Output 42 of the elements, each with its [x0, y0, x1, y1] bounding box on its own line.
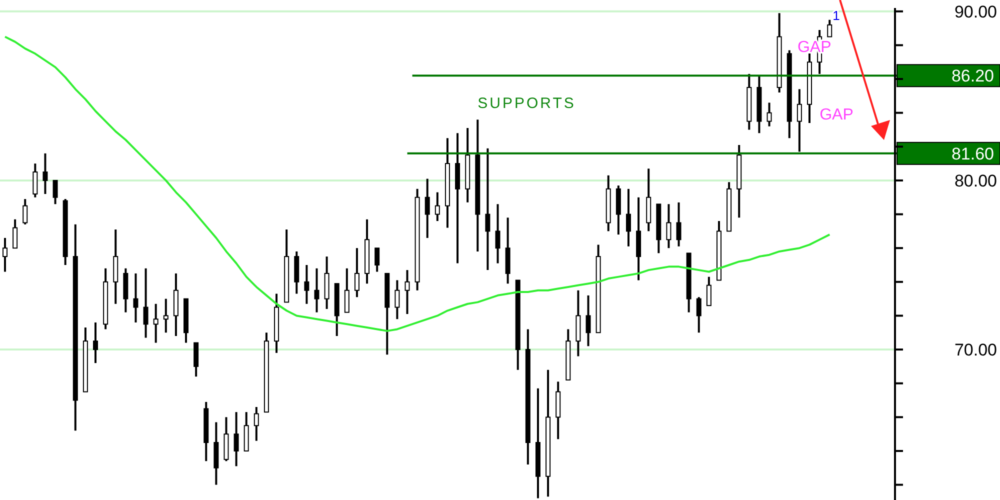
candlestick: [143, 267, 148, 339]
candlestick: [32, 162, 38, 198]
candlestick: [485, 147, 490, 272]
ref-line-label: 86.20: [951, 66, 994, 86]
annotation: 1: [832, 8, 840, 23]
candlestick: [424, 178, 430, 239]
candlestick: [163, 298, 168, 334]
candlestick: [827, 18, 832, 38]
candlestick: [626, 188, 631, 248]
candlestick: [234, 411, 239, 468]
candlestick: [254, 406, 259, 442]
candlestick: [2, 236, 8, 273]
candlestick: [344, 267, 350, 314]
candlestick: [666, 203, 672, 250]
candlestick: [434, 191, 440, 222]
candlestick: [696, 296, 702, 334]
candlestick: [706, 276, 712, 307]
y-tick-label: 70.00: [954, 340, 997, 360]
candlestick: [495, 203, 500, 264]
candlestick: [133, 272, 138, 324]
candlestick: [12, 218, 18, 250]
candlestick: [394, 279, 400, 320]
candlestick: [304, 264, 310, 305]
candlestick: [153, 302, 158, 344]
candlestick: [766, 102, 772, 128]
candlestick: [194, 342, 199, 378]
annotation: SUPPORTS: [478, 94, 576, 112]
candlestick: [314, 267, 320, 314]
candlestick: [796, 88, 802, 153]
candlestick: [586, 294, 591, 348]
candlestick: [404, 269, 410, 316]
candlestick: [52, 179, 58, 206]
ref-line-label: 81.60: [951, 144, 994, 164]
candlestick: [42, 152, 48, 195]
y-tick-label: 90.00: [954, 2, 997, 22]
candlestick: [374, 247, 380, 273]
candlestick: [93, 321, 98, 364]
y-tick-label: 80.00: [954, 171, 997, 190]
annotation: GAP: [820, 106, 854, 124]
candlestick: [22, 198, 28, 226]
candlestick: [354, 247, 360, 298]
candlestick: [676, 201, 682, 248]
